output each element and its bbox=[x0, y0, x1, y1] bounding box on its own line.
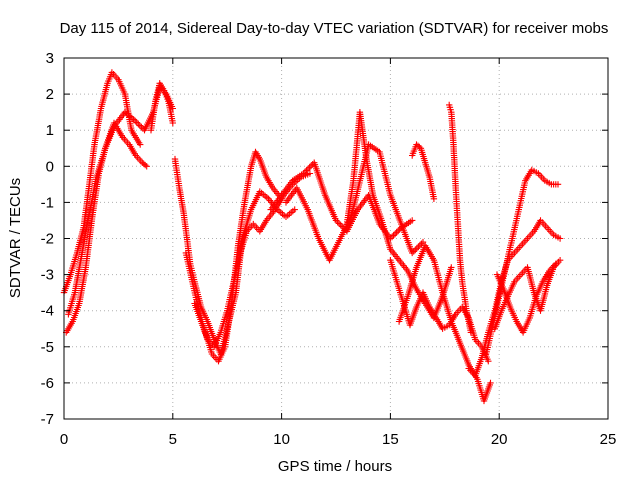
x-tick-label: 20 bbox=[491, 431, 508, 448]
data-point-marker bbox=[133, 119, 140, 126]
data-point-marker bbox=[412, 246, 419, 253]
data-point-marker bbox=[142, 161, 149, 169]
data-point-marker bbox=[419, 238, 427, 246]
y-tick-label: 3 bbox=[46, 50, 54, 67]
data-point-marker bbox=[487, 379, 494, 387]
x-tick-label: 15 bbox=[382, 431, 399, 448]
sat-track-R bbox=[493, 260, 559, 336]
data-point-marker bbox=[337, 221, 344, 229]
sat-track-A bbox=[60, 69, 144, 296]
data-point-marker bbox=[415, 243, 422, 250]
y-tick-label: 1 bbox=[46, 122, 54, 139]
data-point-marker bbox=[409, 249, 416, 257]
data-point-marker bbox=[306, 170, 314, 177]
x-tick-label: 25 bbox=[600, 431, 617, 448]
y-tick-label: -1 bbox=[41, 194, 54, 211]
data-point-marker bbox=[132, 117, 139, 125]
data-point-marker bbox=[552, 260, 559, 267]
data-point-marker bbox=[393, 229, 400, 236]
sat-track-P bbox=[482, 166, 562, 358]
data-point-marker bbox=[136, 122, 143, 129]
y-tick-label: -7 bbox=[41, 411, 54, 428]
data-point-marker bbox=[303, 167, 310, 174]
data-point-marker bbox=[391, 230, 399, 238]
data-point-marker bbox=[485, 358, 492, 365]
sat-track-O bbox=[465, 217, 564, 379]
sat-track-N bbox=[446, 101, 475, 336]
sat-track-C bbox=[65, 83, 176, 318]
data-point-marker bbox=[291, 206, 298, 213]
chart-title: Day 115 of 2014, Sidereal Day-to-day VTE… bbox=[60, 20, 609, 37]
sat-track-I bbox=[282, 141, 427, 264]
data-point-marker bbox=[390, 232, 397, 239]
x-axis-label: GPS time / hours bbox=[278, 458, 392, 475]
data-point-marker bbox=[334, 218, 341, 226]
y-tick-label: 2 bbox=[46, 86, 54, 103]
data-point-marker bbox=[416, 143, 423, 151]
x-tick-label: 5 bbox=[169, 431, 177, 448]
sat-track-L bbox=[395, 242, 494, 405]
y-axis-label: SDTVAR / TECUs bbox=[7, 178, 24, 298]
y-tick-label: 0 bbox=[46, 158, 54, 175]
data-point-marker bbox=[137, 141, 144, 148]
data-point-marker bbox=[143, 163, 150, 170]
y-tick-label: -2 bbox=[41, 231, 54, 248]
data-point-marker bbox=[556, 235, 564, 242]
y-tick-label: -6 bbox=[41, 375, 54, 392]
gridlines bbox=[64, 58, 608, 419]
data-point-marker bbox=[300, 170, 307, 177]
data-point-marker bbox=[306, 164, 313, 171]
data-point-marker bbox=[169, 119, 176, 127]
data-point-marker bbox=[467, 329, 475, 336]
data-point-marker bbox=[138, 123, 145, 131]
data-point-marker bbox=[307, 162, 315, 169]
sat-track-F bbox=[182, 148, 285, 365]
data-point-marker bbox=[430, 195, 438, 202]
data-point-marker bbox=[554, 181, 562, 188]
y-tick-label: -4 bbox=[41, 303, 54, 320]
x-tick-label: 10 bbox=[273, 431, 290, 448]
sat-track-D bbox=[147, 80, 176, 134]
y-tick-label: -5 bbox=[41, 339, 54, 356]
data-point-marker bbox=[556, 257, 564, 264]
data-point-marker bbox=[409, 217, 416, 224]
x-tick-label: 0 bbox=[60, 431, 68, 448]
data-point-marker bbox=[335, 220, 343, 227]
data-point-marker bbox=[448, 264, 455, 271]
data-points bbox=[60, 69, 564, 405]
y-tick-label: -3 bbox=[41, 267, 54, 284]
sat-track-M bbox=[409, 141, 438, 202]
data-point-marker bbox=[135, 120, 142, 128]
